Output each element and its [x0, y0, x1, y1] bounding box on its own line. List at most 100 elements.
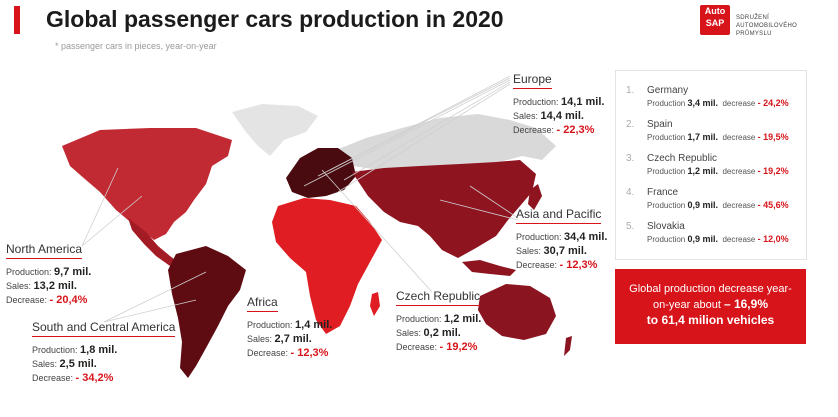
top-country-rank: 1. [626, 85, 635, 96]
decrease-label: decrease [722, 99, 756, 108]
region-north-america-name: North America [6, 242, 83, 259]
production-label: Production [647, 167, 686, 176]
region-asia-production: 34,4 mil. [564, 231, 608, 243]
production-label: Production [647, 99, 686, 108]
top-country-stats: Production 0,9 mil. decrease - 12,0% [647, 234, 789, 244]
decrease-label: Decrease: [247, 348, 289, 358]
top-country-decrease: - 19,2% [757, 166, 789, 176]
greenland-shape [232, 104, 318, 156]
production-label: Production: [516, 232, 562, 242]
decrease-label: decrease [722, 235, 756, 244]
sales-label: Sales: [396, 328, 422, 338]
region-europe-production-row: Production: 14,1 mil. [513, 95, 604, 109]
sales-label: Sales: [32, 359, 58, 369]
top-country-rank: 2. [626, 119, 635, 130]
decrease-label: decrease [722, 201, 756, 210]
top-country-rank: 5. [626, 221, 635, 232]
production-label: Production [647, 133, 686, 142]
top-country-production: 1,2 mil. [687, 166, 718, 176]
region-north-america-decrease: - 20,4% [49, 294, 88, 306]
region-europe-name: Europe [513, 72, 552, 89]
decrease-label: Decrease: [396, 342, 438, 352]
region-asia-production-row: Production: 34,4 mil. [516, 230, 607, 244]
region-north-america-decrease-row: Decrease: - 20,4% [6, 293, 91, 307]
region-asia: Asia and Pacific Production: 34,4 mil. S… [516, 207, 607, 272]
top-country-name: Spain [647, 119, 673, 130]
global-summary-line-2: on-year about – 16,9% [615, 297, 806, 313]
top-country-stats: Production 1,7 mil. decrease - 19,5% [647, 132, 789, 142]
logo-text-line-2: AUTOMOBILOVÉHO [736, 23, 798, 29]
region-north-america-sales-row: Sales: 13,2 mil. [6, 279, 91, 293]
region-europe-production: 14,1 mil. [561, 96, 605, 108]
region-south-america-production: 1,8 mil. [80, 344, 118, 356]
title-accent-bar [14, 6, 20, 34]
region-africa-sales-row: Sales: 2,7 mil. [247, 332, 332, 346]
region-south-america: South and Central America Production: 1,… [32, 320, 176, 385]
region-czech-decrease-row: Decrease: - 19,2% [396, 340, 481, 354]
logo-text-line-3: PRŮMYSLU [736, 31, 772, 37]
decrease-label: Decrease: [32, 373, 74, 383]
region-south-america-decrease: - 34,2% [75, 372, 114, 384]
north-america-leader-lines [81, 167, 143, 247]
sales-label: Sales: [513, 111, 539, 121]
region-czech-sales: 0,2 mil. [423, 327, 461, 339]
region-south-america-sales-row: Sales: 2,5 mil. [32, 357, 175, 371]
europe-leader-lines [303, 75, 511, 193]
logo-mark: Auto SAP [700, 5, 730, 35]
indonesia-shape [462, 260, 516, 276]
autosap-logo: Auto SAP SDRUŽENÍ AUTOMOBILOVÉHO PRŮMYSL… [700, 4, 820, 44]
top-country-decrease: - 19,5% [757, 132, 789, 142]
top-country-decrease: - 24,2% [757, 98, 789, 108]
asia-shape [352, 160, 536, 258]
top-country-stats: Production 0,9 mil. decrease - 45,6% [647, 200, 789, 210]
logo-mark-bottom: SAP [705, 18, 725, 28]
top-country-rank: 4. [626, 187, 635, 198]
region-africa-production-row: Production: 1,4 mil. [247, 318, 332, 332]
region-asia-name: Asia and Pacific [516, 207, 602, 224]
czech-leader-line [321, 169, 433, 293]
region-europe-decrease: - 22,3% [556, 124, 595, 136]
decrease-label: Decrease: [6, 295, 48, 305]
top-country-name: France [647, 187, 679, 198]
madagascar-shape [370, 292, 380, 316]
region-europe-decrease-row: Decrease: - 22,3% [513, 123, 604, 137]
north-america-shape [62, 128, 232, 240]
region-asia-sales-row: Sales: 30,7 mil. [516, 244, 607, 258]
asia-leader-lines [439, 185, 519, 221]
top-country-name: Germany [647, 85, 689, 96]
top-country-production: 0,9 mil. [687, 234, 718, 244]
production-label: Production: [32, 345, 78, 355]
region-czech: Czech Republic Production: 1,2 mil. Sale… [396, 289, 481, 354]
sales-label: Sales: [516, 246, 542, 256]
region-africa: Africa Production: 1,4 mil. Sales: 2,7 m… [247, 295, 332, 360]
top-country-name: Slovakia [647, 221, 685, 232]
production-label: Production: [396, 314, 442, 324]
south-america-leader-lines [103, 271, 207, 323]
russia-shape [336, 114, 556, 170]
decrease-label: Decrease: [516, 260, 558, 270]
page-subtitle: * passenger cars in pieces, year-on-year [55, 41, 217, 51]
region-asia-sales: 30,7 mil. [543, 245, 587, 257]
top-country-production: 1,7 mil. [687, 132, 718, 142]
top-countries-box: 1. Germany Production 3,4 mil. decrease … [615, 70, 807, 260]
global-summary-line-3: to 61,4 milion vehicles [615, 313, 806, 329]
decrease-label: decrease [722, 133, 756, 142]
japan-shape [528, 184, 542, 210]
top-country-production: 0,9 mil. [687, 200, 718, 210]
region-czech-name: Czech Republic [396, 289, 481, 306]
top-country-production: 3,4 mil. [687, 98, 718, 108]
region-europe-sales-row: Sales: 14,4 mil. [513, 109, 604, 123]
top-country-rank: 3. [626, 153, 635, 164]
production-label: Production: [513, 97, 559, 107]
logo-text-line-1: SDRUŽENÍ [736, 15, 770, 21]
logo-mark-top: Auto [704, 6, 726, 16]
sales-label: Sales: [6, 281, 32, 291]
region-africa-production: 1,4 mil. [295, 319, 333, 331]
region-south-america-name: South and Central America [32, 320, 176, 337]
page-title: Global passenger cars production in 2020 [46, 6, 504, 32]
production-label: Production [647, 235, 686, 244]
logo-text: SDRUŽENÍ AUTOMOBILOVÉHO PRŮMYSLU [736, 14, 816, 38]
central-america-shape [128, 218, 178, 266]
region-czech-sales-row: Sales: 0,2 mil. [396, 326, 481, 340]
production-label: Production: [6, 267, 52, 277]
